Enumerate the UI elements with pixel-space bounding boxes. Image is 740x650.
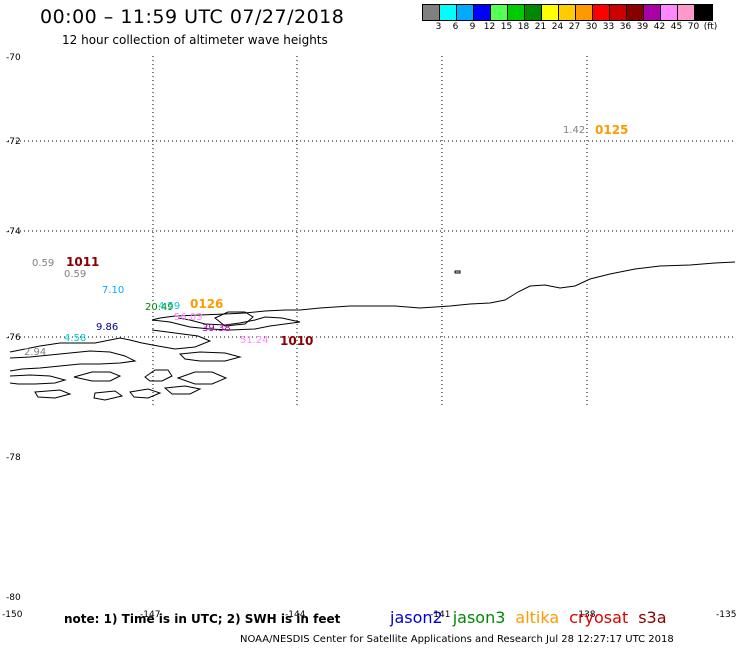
colorbar-tick-label: 70 [687, 22, 700, 32]
colorbar-tick-label: 3 [435, 22, 442, 32]
obs-value: 0.59 [64, 269, 86, 280]
colorbar-swatch [542, 5, 559, 20]
colorbar-unit: (ft) [703, 22, 718, 32]
colorbar-tick-label: 36 [619, 22, 632, 32]
obs-value: 51.24 [240, 335, 269, 346]
colorbar-swatch [508, 5, 525, 20]
island-outline [214, 311, 254, 327]
lat-label: -78 [6, 453, 21, 463]
pass-label: 1010 [280, 334, 313, 348]
island-outline [144, 369, 173, 382]
colorbar-swatch [457, 5, 474, 20]
legend-jason3: jason3 [452, 608, 506, 627]
colorbar-labels: 3 6 9 12 15 18 21 24 27 30 33 36 39 42 45 70 (ft) [422, 22, 719, 32]
colorbar-tick-label: 6 [452, 22, 459, 32]
island-outline [454, 270, 461, 274]
colorbar-tick-label: 33 [602, 22, 615, 32]
lat-labels: -70 -72 -74 -76 -78 -80 [6, 53, 21, 603]
colorbar-swatch [627, 5, 644, 20]
lon-label: -141 [430, 610, 450, 620]
colorbar-tick-label: 12 [483, 22, 496, 32]
pass-label: 0126 [190, 297, 223, 311]
coastline-segment [9, 374, 67, 385]
obs-value: 4.59 [158, 301, 180, 312]
lat-label: -70 [6, 53, 21, 63]
island-outline [34, 389, 72, 399]
island-outline [93, 390, 124, 401]
colorbar-swatch [576, 5, 593, 20]
obs-value: 9.86 [96, 322, 118, 333]
coastline-main [151, 261, 736, 321]
colorbar-tick-label: 9 [469, 22, 476, 32]
colorbar-swatch [695, 5, 712, 20]
colorbar-swatch [610, 5, 627, 20]
island-outline [163, 385, 202, 395]
island-outline [73, 371, 122, 382]
footer-credit: NOAA/NESDIS Center for Satellite Applica… [240, 634, 674, 645]
colorbar-tick-label: 45 [670, 22, 683, 32]
lon-label: -150 [2, 610, 23, 620]
observations: 1.42 0.59 0.59 7.10 20.49 4.59 56.03 39.… [24, 125, 585, 358]
colorbar-tick-label: 39 [636, 22, 649, 32]
lat-label: -80 [6, 593, 21, 603]
pass-label: 1011 [66, 255, 99, 269]
lon-label: -147 [140, 610, 160, 620]
chart-subtitle: 12 hour collection of altimeter wave hei… [62, 33, 328, 47]
coastline [9, 261, 736, 401]
obs-value: 56.03 [174, 312, 203, 323]
legend-cryosat: cryosat [569, 608, 629, 627]
colorbar-swatch [491, 5, 508, 20]
satellite-legend: jason2 jason3 altika cryosat s3a [390, 608, 667, 627]
island-outline [178, 351, 242, 362]
units-note: note: 1) Time is in UTC; 2) SWH is in fe… [64, 612, 341, 626]
lat-label: -74 [6, 227, 21, 237]
colorbar-tick-label: 15 [500, 22, 513, 32]
obs-value: 39.38 [202, 323, 231, 334]
colorbar-tick-label: 30 [585, 22, 598, 32]
obs-value: 1.42 [563, 125, 585, 136]
pass-labels: 0125 1011 0126 1010 [66, 123, 628, 348]
lon-labels: -150 -147 -144 -141 -138 -135 [2, 610, 736, 620]
coastline-segment [9, 350, 137, 372]
colorbar-swatch [593, 5, 610, 20]
colorbar-tick-label: 27 [568, 22, 581, 32]
colorbar-tick-label: 18 [517, 22, 530, 32]
colorbar-tick-label: 42 [653, 22, 666, 32]
obs-value: 20.49 [145, 302, 174, 313]
chart-title: 00:00 – 11:59 UTC 07/27/2018 [40, 6, 345, 28]
legend-altika: altika [515, 608, 560, 627]
colorbar-swatch [474, 5, 491, 20]
coastline-segment [9, 329, 212, 353]
lon-label: -138 [575, 610, 596, 620]
colorbar-swatch [440, 5, 457, 20]
gridlines [8, 56, 735, 407]
lon-label: -135 [716, 610, 736, 620]
colorbar-swatch [661, 5, 678, 20]
colorbar-swatch [678, 5, 695, 20]
colorbar-swatch [525, 5, 542, 20]
pass-label: 0125 [595, 123, 628, 137]
colorbar-swatch [644, 5, 661, 20]
colorbar-swatch [559, 5, 576, 20]
island-outline [176, 371, 228, 385]
lat-label: -76 [6, 333, 21, 343]
coastline-ice-shelf [151, 316, 301, 331]
lon-label: -144 [285, 610, 306, 620]
obs-value: 4.58 [64, 333, 86, 344]
island-outline [129, 388, 162, 399]
colorbar-swatch [423, 5, 440, 20]
legend-jason2: jason2 [390, 608, 443, 627]
legend-s3a: s3a [638, 608, 667, 627]
lat-label: -72 [6, 137, 21, 147]
obs-value: 7.10 [102, 285, 124, 296]
colorbar [422, 4, 713, 21]
obs-value: 2.94 [24, 347, 46, 358]
colorbar-tick-label: 24 [551, 22, 564, 32]
obs-value: 0.59 [32, 258, 54, 269]
colorbar-tick-label: 21 [534, 22, 547, 32]
